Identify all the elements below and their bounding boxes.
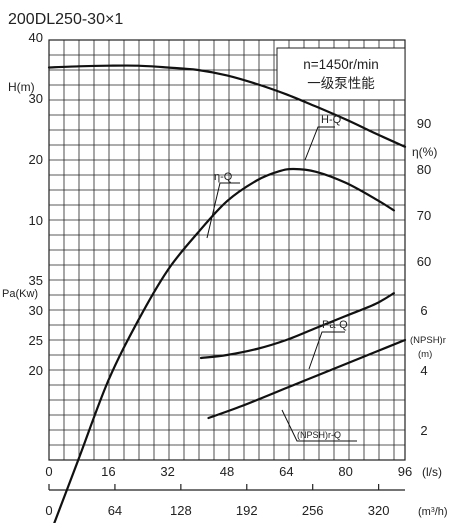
npsh-axis-unit: (m) xyxy=(418,349,432,360)
eta-tick-label: 70 xyxy=(417,208,431,223)
h-tick-label: 20 xyxy=(29,152,43,167)
pa-axis-label: Pa(Kw) xyxy=(2,288,38,300)
curve-paq xyxy=(199,292,395,360)
x-tick-label: 80 xyxy=(338,464,352,479)
x2-tick-label: 256 xyxy=(302,503,324,518)
secondary-x-axis: 0 64 128 192 256 320 xyxy=(45,484,405,518)
curve-npshrq xyxy=(207,338,407,420)
x-tick-label: 16 xyxy=(101,464,115,479)
x2-tick-label: 0 xyxy=(45,503,52,518)
paq-curve-label: Pa-Q xyxy=(322,319,348,331)
tick-labels: 1020304050202530356070809024601632486480… xyxy=(29,30,432,479)
x-tick-label: 96 xyxy=(398,464,412,479)
npshq-leader-line xyxy=(281,409,357,442)
hq-curve-label: H-Q xyxy=(321,114,342,126)
npshq-curve-label: (NPSH)r-Q xyxy=(297,430,341,440)
pa-tick-label: 30 xyxy=(29,303,43,318)
etaq-leader-line xyxy=(206,182,240,239)
note-stage: 一级泵性能 xyxy=(307,76,375,91)
npsh-tick-label: 4 xyxy=(420,363,427,378)
eta-tick-label: 90 xyxy=(417,116,431,131)
eta-axis-label: η(%) xyxy=(412,145,437,159)
curve-hq xyxy=(47,64,407,148)
plot-frame xyxy=(48,39,406,461)
h-axis-label: H(m) xyxy=(8,80,35,94)
npsh-axis-label: (NPSH)r xyxy=(410,335,446,346)
x-axis-unit-ls: (l/s) xyxy=(422,465,442,479)
x-tick-label: 32 xyxy=(160,464,174,479)
chart-title: 200DL250-30×1 xyxy=(8,11,123,28)
note-box xyxy=(276,47,406,101)
eta-tick-label: 80 xyxy=(417,162,431,177)
npsh-tick-label: 6 xyxy=(420,303,427,318)
note-speed: n=1450r/min xyxy=(303,57,378,72)
x-tick-label: 64 xyxy=(279,464,293,479)
etaq-curve-label: η-Q xyxy=(214,171,233,183)
npsh-tick-label: 2 xyxy=(420,423,427,438)
paq-leader-line xyxy=(308,331,345,370)
h-tick-label: 40 xyxy=(29,30,43,45)
x2-tick-label: 192 xyxy=(236,503,258,518)
pa-tick-label: 20 xyxy=(29,363,43,378)
x-tick-label: 0 xyxy=(45,464,52,479)
hq-leader-line xyxy=(304,126,335,161)
curve-q xyxy=(51,167,395,528)
x-tick-label: 48 xyxy=(220,464,234,479)
x2-axis-unit: (m3/h) xyxy=(418,506,448,518)
x2-tick-label: 320 xyxy=(368,503,390,518)
eta-tick-label: 60 xyxy=(417,254,431,269)
grid xyxy=(49,40,405,460)
pa-tick-label: 25 xyxy=(29,333,43,348)
h-tick-label: 30 xyxy=(29,91,43,106)
x2-tick-label: 64 xyxy=(108,503,122,518)
pa-tick-label: 35 xyxy=(29,273,43,288)
x2-tick-label: 128 xyxy=(170,503,192,518)
h-tick-label: 10 xyxy=(29,213,43,228)
curves xyxy=(47,64,407,528)
